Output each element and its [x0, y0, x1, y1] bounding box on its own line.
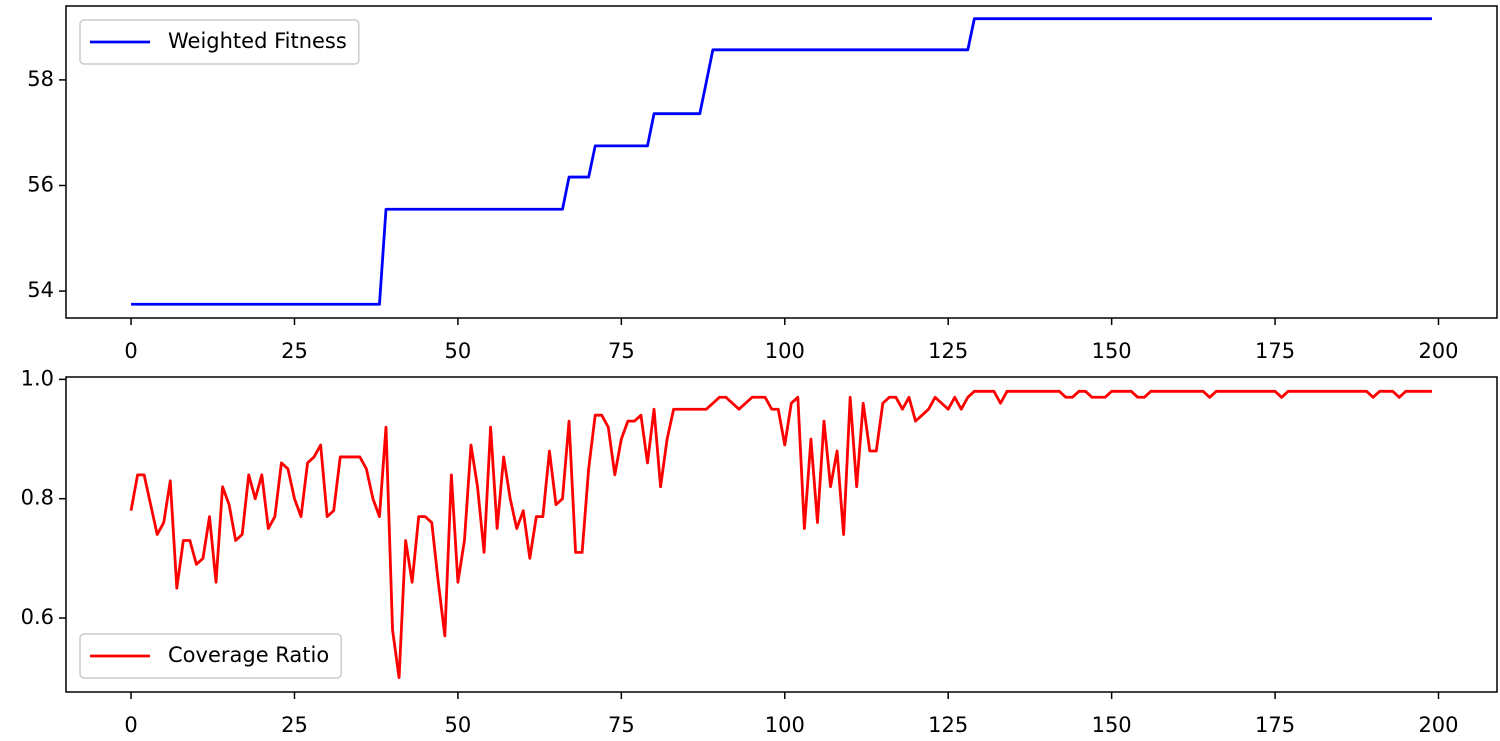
x-tick-label: 75 [608, 713, 635, 737]
x-tick-label: 75 [608, 339, 635, 363]
x-tick-label: 25 [281, 339, 308, 363]
x-tick-label: 100 [765, 339, 805, 363]
data-line [131, 17, 1432, 306]
x-tick-label: 175 [1255, 339, 1295, 363]
x-tick-label: 25 [281, 713, 308, 737]
x-tick-label: 50 [445, 713, 472, 737]
x-tick-label: 100 [765, 713, 805, 737]
y-tick-label: 56 [27, 172, 54, 196]
legend: Coverage Ratio [79, 633, 342, 679]
x-tick-label: 150 [1092, 713, 1132, 737]
x-tick-label: 125 [928, 339, 968, 363]
x-tick-label: 200 [1418, 713, 1458, 737]
data-line [129, 389, 1432, 680]
y-tick-label: 1.0 [21, 366, 54, 390]
subplot: 0 25 50 75 100 125 150 175 200 0.6 0.8 1.0 Coverage … [21, 366, 1498, 737]
x-tick-label: 200 [1418, 339, 1458, 363]
axes-frame [65, 376, 1498, 693]
legend: Weighted Fitness [79, 19, 360, 65]
x-tick-label: 0 [124, 339, 137, 363]
y-tick-label: 0.6 [21, 605, 54, 629]
legend-label: Weighted Fitness [168, 29, 347, 53]
x-tick-label: 0 [124, 713, 137, 737]
subplot: 0 25 50 75 100 125 150 175 200 54 56 58 Weighted Fit… [27, 5, 1498, 363]
legend-box [79, 633, 342, 679]
axes-frame [65, 5, 1498, 319]
x-tick-label: 150 [1092, 339, 1132, 363]
y-tick-label: 54 [27, 278, 54, 302]
y-tick-label: 58 [27, 67, 54, 91]
x-tick-label: 175 [1255, 713, 1295, 737]
x-tick-label: 125 [928, 713, 968, 737]
legend-label: Coverage Ratio [168, 643, 329, 667]
y-tick-label: 0.8 [21, 486, 54, 510]
legend-box [79, 19, 360, 65]
x-tick-label: 50 [445, 339, 472, 363]
